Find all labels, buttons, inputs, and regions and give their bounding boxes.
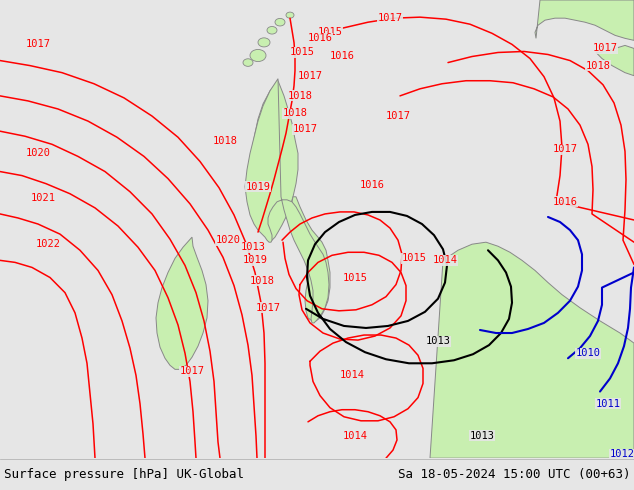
Text: 1017: 1017 — [256, 303, 280, 313]
Text: 1017: 1017 — [593, 44, 618, 53]
Text: 1013: 1013 — [240, 242, 266, 252]
Text: 1014: 1014 — [432, 255, 458, 266]
Text: 1016: 1016 — [307, 33, 332, 43]
Ellipse shape — [267, 26, 277, 34]
Ellipse shape — [250, 49, 266, 62]
Text: 1016: 1016 — [359, 180, 384, 190]
Text: Sa 18-05-2024 15:00 UTC (00+63): Sa 18-05-2024 15:00 UTC (00+63) — [398, 467, 630, 481]
Text: 1019: 1019 — [242, 255, 268, 266]
Text: 1018: 1018 — [586, 61, 611, 71]
Text: 1014: 1014 — [339, 370, 365, 380]
Text: 1018: 1018 — [212, 136, 238, 147]
Text: 1017: 1017 — [377, 13, 403, 23]
Text: 1015: 1015 — [342, 272, 368, 283]
Text: 1020: 1020 — [216, 235, 240, 245]
Text: 1017: 1017 — [552, 145, 578, 154]
Text: 1016: 1016 — [552, 197, 578, 207]
Text: 1019: 1019 — [245, 182, 271, 192]
Polygon shape — [248, 81, 298, 240]
Ellipse shape — [275, 19, 285, 26]
Ellipse shape — [286, 12, 294, 18]
Polygon shape — [535, 0, 634, 40]
Text: 1020: 1020 — [25, 148, 51, 158]
Text: 1014: 1014 — [342, 431, 368, 441]
Polygon shape — [596, 46, 634, 75]
Text: 1022: 1022 — [36, 239, 60, 249]
Text: 1013: 1013 — [470, 431, 495, 441]
Text: 1012: 1012 — [609, 449, 634, 459]
Text: 1018: 1018 — [287, 91, 313, 101]
Polygon shape — [292, 197, 330, 321]
Text: 1015: 1015 — [401, 253, 427, 263]
Text: 1016: 1016 — [330, 50, 354, 60]
Polygon shape — [156, 237, 208, 369]
Text: 1017: 1017 — [385, 111, 410, 121]
Text: 1015: 1015 — [290, 48, 314, 57]
Text: 1017: 1017 — [297, 71, 323, 81]
Text: 1018: 1018 — [283, 108, 307, 118]
Text: 1018: 1018 — [250, 275, 275, 286]
Polygon shape — [245, 79, 329, 323]
Text: 1010: 1010 — [576, 348, 600, 358]
Text: 1017: 1017 — [25, 39, 51, 49]
Text: 1011: 1011 — [595, 399, 621, 409]
Ellipse shape — [243, 59, 253, 66]
Text: 1021: 1021 — [30, 193, 56, 203]
Ellipse shape — [258, 38, 270, 47]
Text: 1017: 1017 — [179, 367, 205, 376]
Text: 1017: 1017 — [292, 124, 318, 134]
Text: Surface pressure [hPa] UK-Global: Surface pressure [hPa] UK-Global — [4, 467, 244, 481]
Text: 1013: 1013 — [425, 336, 451, 346]
Polygon shape — [430, 242, 634, 458]
Text: 1015: 1015 — [318, 27, 342, 37]
